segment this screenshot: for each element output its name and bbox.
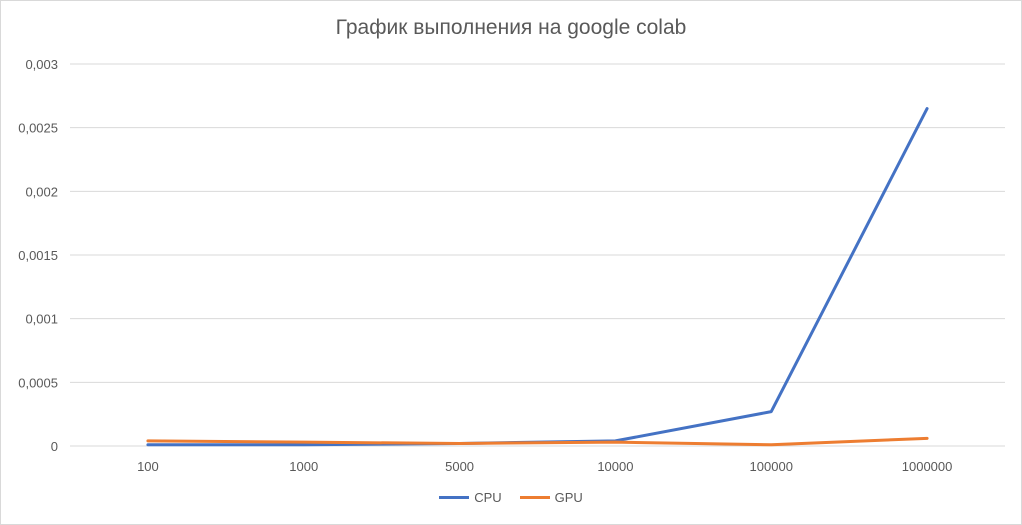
chart-title: График выполнения на google colab xyxy=(335,16,687,39)
legend-label-gpu: GPU xyxy=(554,490,583,505)
legend-label-cpu: CPU xyxy=(474,490,502,505)
y-tick-label: 0,0005 xyxy=(18,375,58,390)
series-line-gpu xyxy=(146,436,929,447)
y-axis-ticks: 0 0,0005 0,001 0,0015 0,002 0,0025 0,003 xyxy=(18,57,58,454)
legend-swatch-cpu xyxy=(439,496,470,499)
legend-item-gpu: GPU xyxy=(519,490,583,505)
x-axis-ticks: 100 1000 5000 10000 100000 1000000 xyxy=(137,459,952,474)
y-tick-label: 0,002 xyxy=(25,184,58,199)
legend-swatch-gpu xyxy=(519,496,550,499)
x-tick-label: 5000 xyxy=(445,459,474,474)
gridlines xyxy=(70,63,1005,447)
x-tick-label: 100000 xyxy=(750,459,793,474)
x-tick-label: 1000000 xyxy=(902,459,953,474)
y-tick-label: 0,003 xyxy=(25,57,58,72)
series-line-cpu xyxy=(146,107,929,447)
series-lines xyxy=(146,107,929,447)
legend: CPU GPU xyxy=(0,490,1022,505)
x-tick-label: 100 xyxy=(137,459,159,474)
y-tick-label: 0,001 xyxy=(25,312,58,327)
x-tick-label: 10000 xyxy=(597,459,633,474)
y-tick-label: 0,0025 xyxy=(18,121,58,136)
y-tick-label: 0 xyxy=(51,439,58,454)
x-tick-label: 1000 xyxy=(289,459,318,474)
legend-item-cpu: CPU xyxy=(439,490,502,505)
y-tick-label: 0,0015 xyxy=(18,248,58,263)
